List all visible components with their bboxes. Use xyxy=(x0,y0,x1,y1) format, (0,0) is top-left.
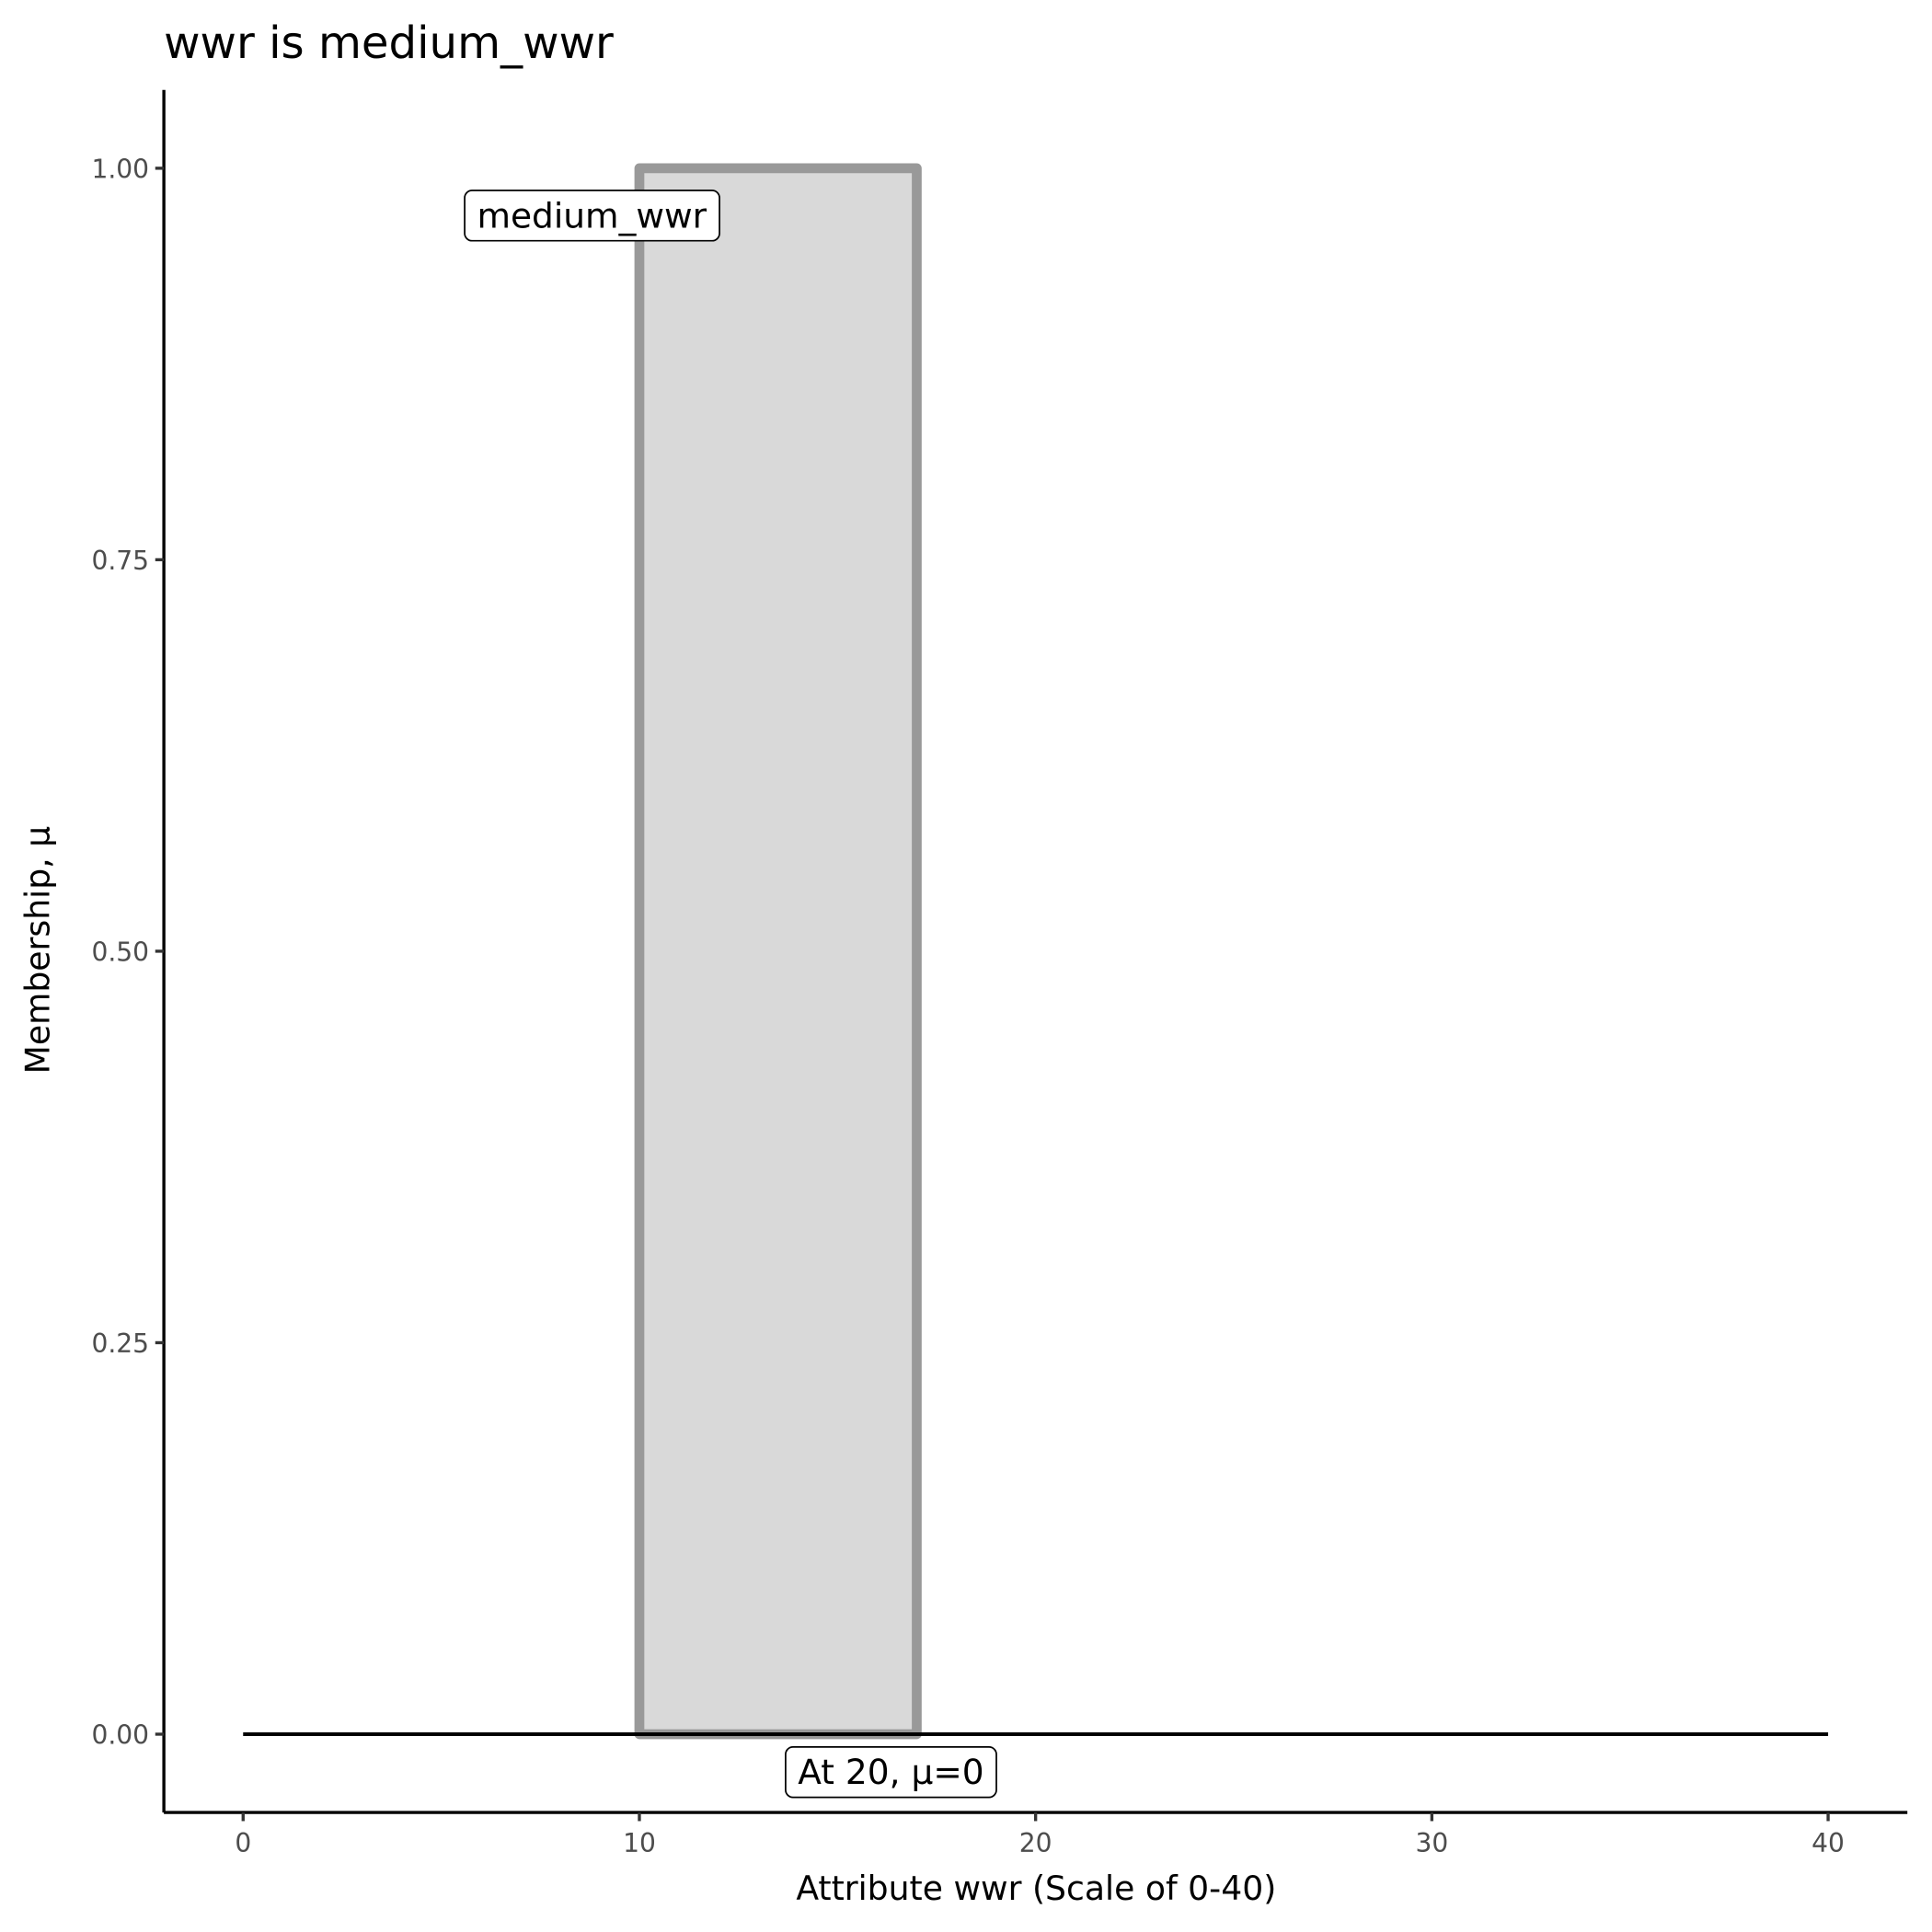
annotation-label: At 20, μ=0 xyxy=(798,1752,983,1792)
annotation-label: medium_wwr xyxy=(477,195,707,236)
x-tick-label: 10 xyxy=(623,1828,656,1858)
x-tick-label: 40 xyxy=(1811,1828,1845,1858)
y-tick-label: 0.25 xyxy=(91,1328,149,1359)
y-tick-label: 0.00 xyxy=(91,1720,149,1751)
y-tick-label: 0.75 xyxy=(91,546,149,576)
x-axis-title: Attribute wwr (Scale of 0-40) xyxy=(796,1869,1276,1908)
x-tick-label: 20 xyxy=(1019,1828,1052,1858)
y-tick-label: 1.00 xyxy=(91,155,149,185)
annotation-box xyxy=(464,190,720,242)
chart-title: wwr is medium_wwr xyxy=(164,17,614,69)
y-tick-label: 0.50 xyxy=(91,937,149,968)
x-tick-label: 0 xyxy=(235,1828,251,1858)
x-tick-label: 30 xyxy=(1415,1828,1448,1858)
membership-area xyxy=(634,163,922,1740)
annotation-box xyxy=(785,1745,997,1799)
y-axis-title: Membership, μ xyxy=(18,826,58,1074)
